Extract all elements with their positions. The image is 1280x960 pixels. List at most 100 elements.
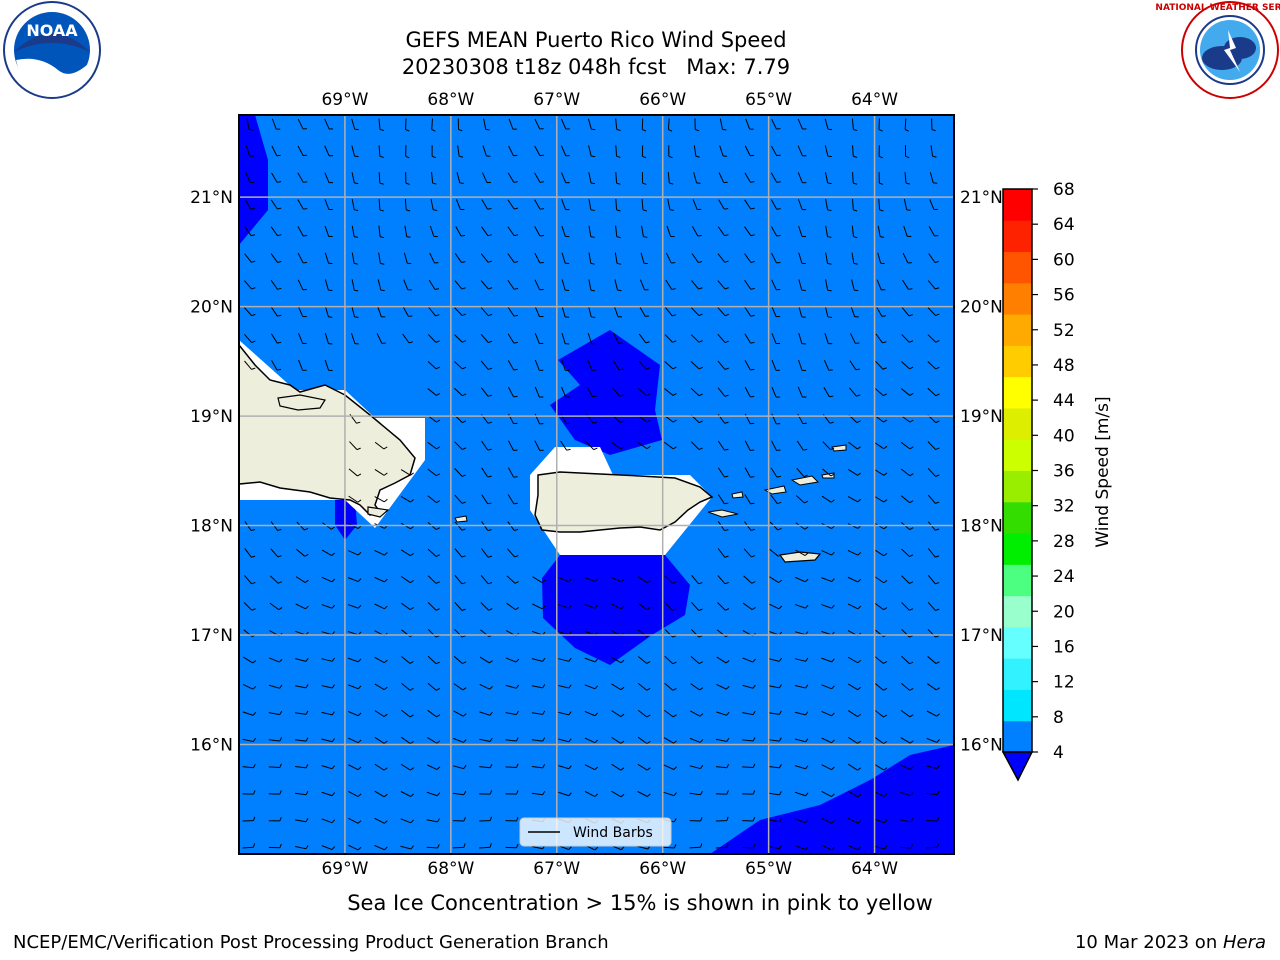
colorbar-bins: [1003, 189, 1032, 753]
wind-barb-flag: [593, 447, 598, 451]
wind-barb-flag: [487, 448, 492, 451]
wind-barb: [717, 602, 726, 611]
wind-barb: [295, 792, 307, 796]
wind-barb: [744, 333, 751, 344]
wind-barb-flag: [542, 737, 546, 742]
wind-barb: [243, 602, 253, 611]
wind-barb: [480, 280, 489, 290]
wind-barb-flag: [909, 473, 914, 477]
wind-barb: [244, 575, 252, 585]
wind-barb: [690, 361, 700, 370]
wind-barb-flag: [910, 844, 914, 849]
wind-barb-flag: [909, 714, 914, 718]
lat-label-right: 17°N: [960, 626, 1003, 646]
wind-barb-flag: [882, 367, 887, 370]
wind-barb-flag: [331, 765, 335, 770]
wind-barb: [744, 253, 752, 263]
wind-barb: [715, 846, 727, 849]
wind-barb: [717, 494, 725, 505]
lon-label-top: 65°W: [745, 90, 792, 110]
wind-barb-flag: [331, 819, 336, 824]
wind-barb-flag: [331, 738, 335, 743]
wind-barb: [927, 361, 937, 370]
wind-barb: [821, 550, 832, 556]
wind-barb-flag: [827, 262, 832, 265]
colorbar-bin: [1003, 251, 1032, 284]
wind-barb-flag: [881, 315, 886, 317]
wind-barb-flag: [515, 607, 520, 611]
wind-barb-flag: [383, 740, 388, 744]
wind-barb-flag: [884, 845, 888, 850]
wind-barb-flag: [669, 209, 674, 211]
wind-barb: [584, 710, 596, 717]
noaa-logo-text: NOAA: [26, 21, 78, 40]
wind-barb: [927, 601, 936, 611]
wind-barb-flag: [250, 208, 255, 210]
wind-barb: [271, 360, 278, 371]
wind-barb: [689, 737, 701, 743]
wind-barb-flag: [698, 393, 703, 397]
lon-label-top: 68°W: [427, 90, 474, 110]
wind-barb: [900, 709, 911, 718]
wind-barb-flag: [436, 766, 441, 770]
wind-barb: [587, 359, 593, 371]
wind-barb: [588, 145, 592, 157]
wind-barb-flag: [331, 578, 336, 583]
wind-barb-flag: [776, 181, 781, 183]
colorbar-tick-label: 68: [1053, 180, 1075, 200]
wind-barb: [664, 361, 674, 370]
wind-barb: [797, 172, 803, 183]
wind-barb-flag: [276, 368, 282, 371]
wind-barb-flag: [487, 475, 492, 478]
wind-barb-flag: [410, 472, 414, 476]
wind-barb-flag: [646, 661, 651, 664]
wind-barb: [534, 199, 541, 210]
wind-barb-flag: [461, 501, 466, 504]
wind-barb: [431, 118, 433, 130]
wind-barb: [321, 791, 333, 797]
wind-barb: [295, 739, 307, 742]
wind-barb: [745, 118, 751, 130]
wind-barb-flag: [909, 661, 914, 665]
wind-barb: [321, 711, 333, 716]
wind-barb-flag: [514, 555, 519, 558]
wind-barb: [825, 225, 828, 237]
wind-barb-flag: [383, 767, 388, 771]
wind-barb-flag: [463, 765, 467, 769]
wind-barb-flag: [594, 712, 599, 717]
wind-barb: [691, 601, 700, 611]
map-legend: Wind Barbs: [519, 817, 672, 847]
wind-barb: [742, 602, 753, 611]
wind-barb-flag: [409, 687, 414, 691]
wind-barb-flag: [594, 739, 599, 744]
wind-barb-flag: [383, 713, 388, 717]
lon-label-top: 67°W: [533, 90, 580, 110]
wind-barb-flag: [379, 209, 384, 212]
wind-barb-flag: [646, 580, 651, 584]
wind-barb-flag: [354, 209, 359, 212]
wind-barb-flag: [436, 740, 441, 744]
wind-barb-flag: [672, 688, 677, 691]
wind-barb-flag: [539, 181, 545, 183]
wind-barb-flag: [252, 711, 257, 716]
wind-barb: [534, 306, 540, 317]
wind-barb-flag: [485, 128, 490, 131]
wind-barb-flag: [695, 155, 700, 158]
wind-barb-flag: [805, 819, 809, 824]
colorbar-bin: [1003, 407, 1032, 440]
wind-barb: [847, 576, 859, 583]
lon-label-bottom: 69°W: [321, 859, 368, 879]
wind-barb: [901, 602, 910, 611]
wind-barb: [874, 576, 885, 584]
wind-barb: [561, 172, 567, 183]
wind-barb-flag: [620, 713, 625, 717]
wind-barb-flag: [935, 555, 940, 558]
wind-barb: [588, 279, 592, 291]
wind-barb: [427, 575, 437, 584]
wind-barb-flag: [750, 260, 755, 263]
wind-barb: [429, 252, 435, 264]
wind-barb: [663, 846, 675, 849]
wind-barb-flag: [697, 234, 702, 237]
wind-barb-flag: [620, 446, 625, 450]
wind-barb-flag: [776, 208, 781, 210]
